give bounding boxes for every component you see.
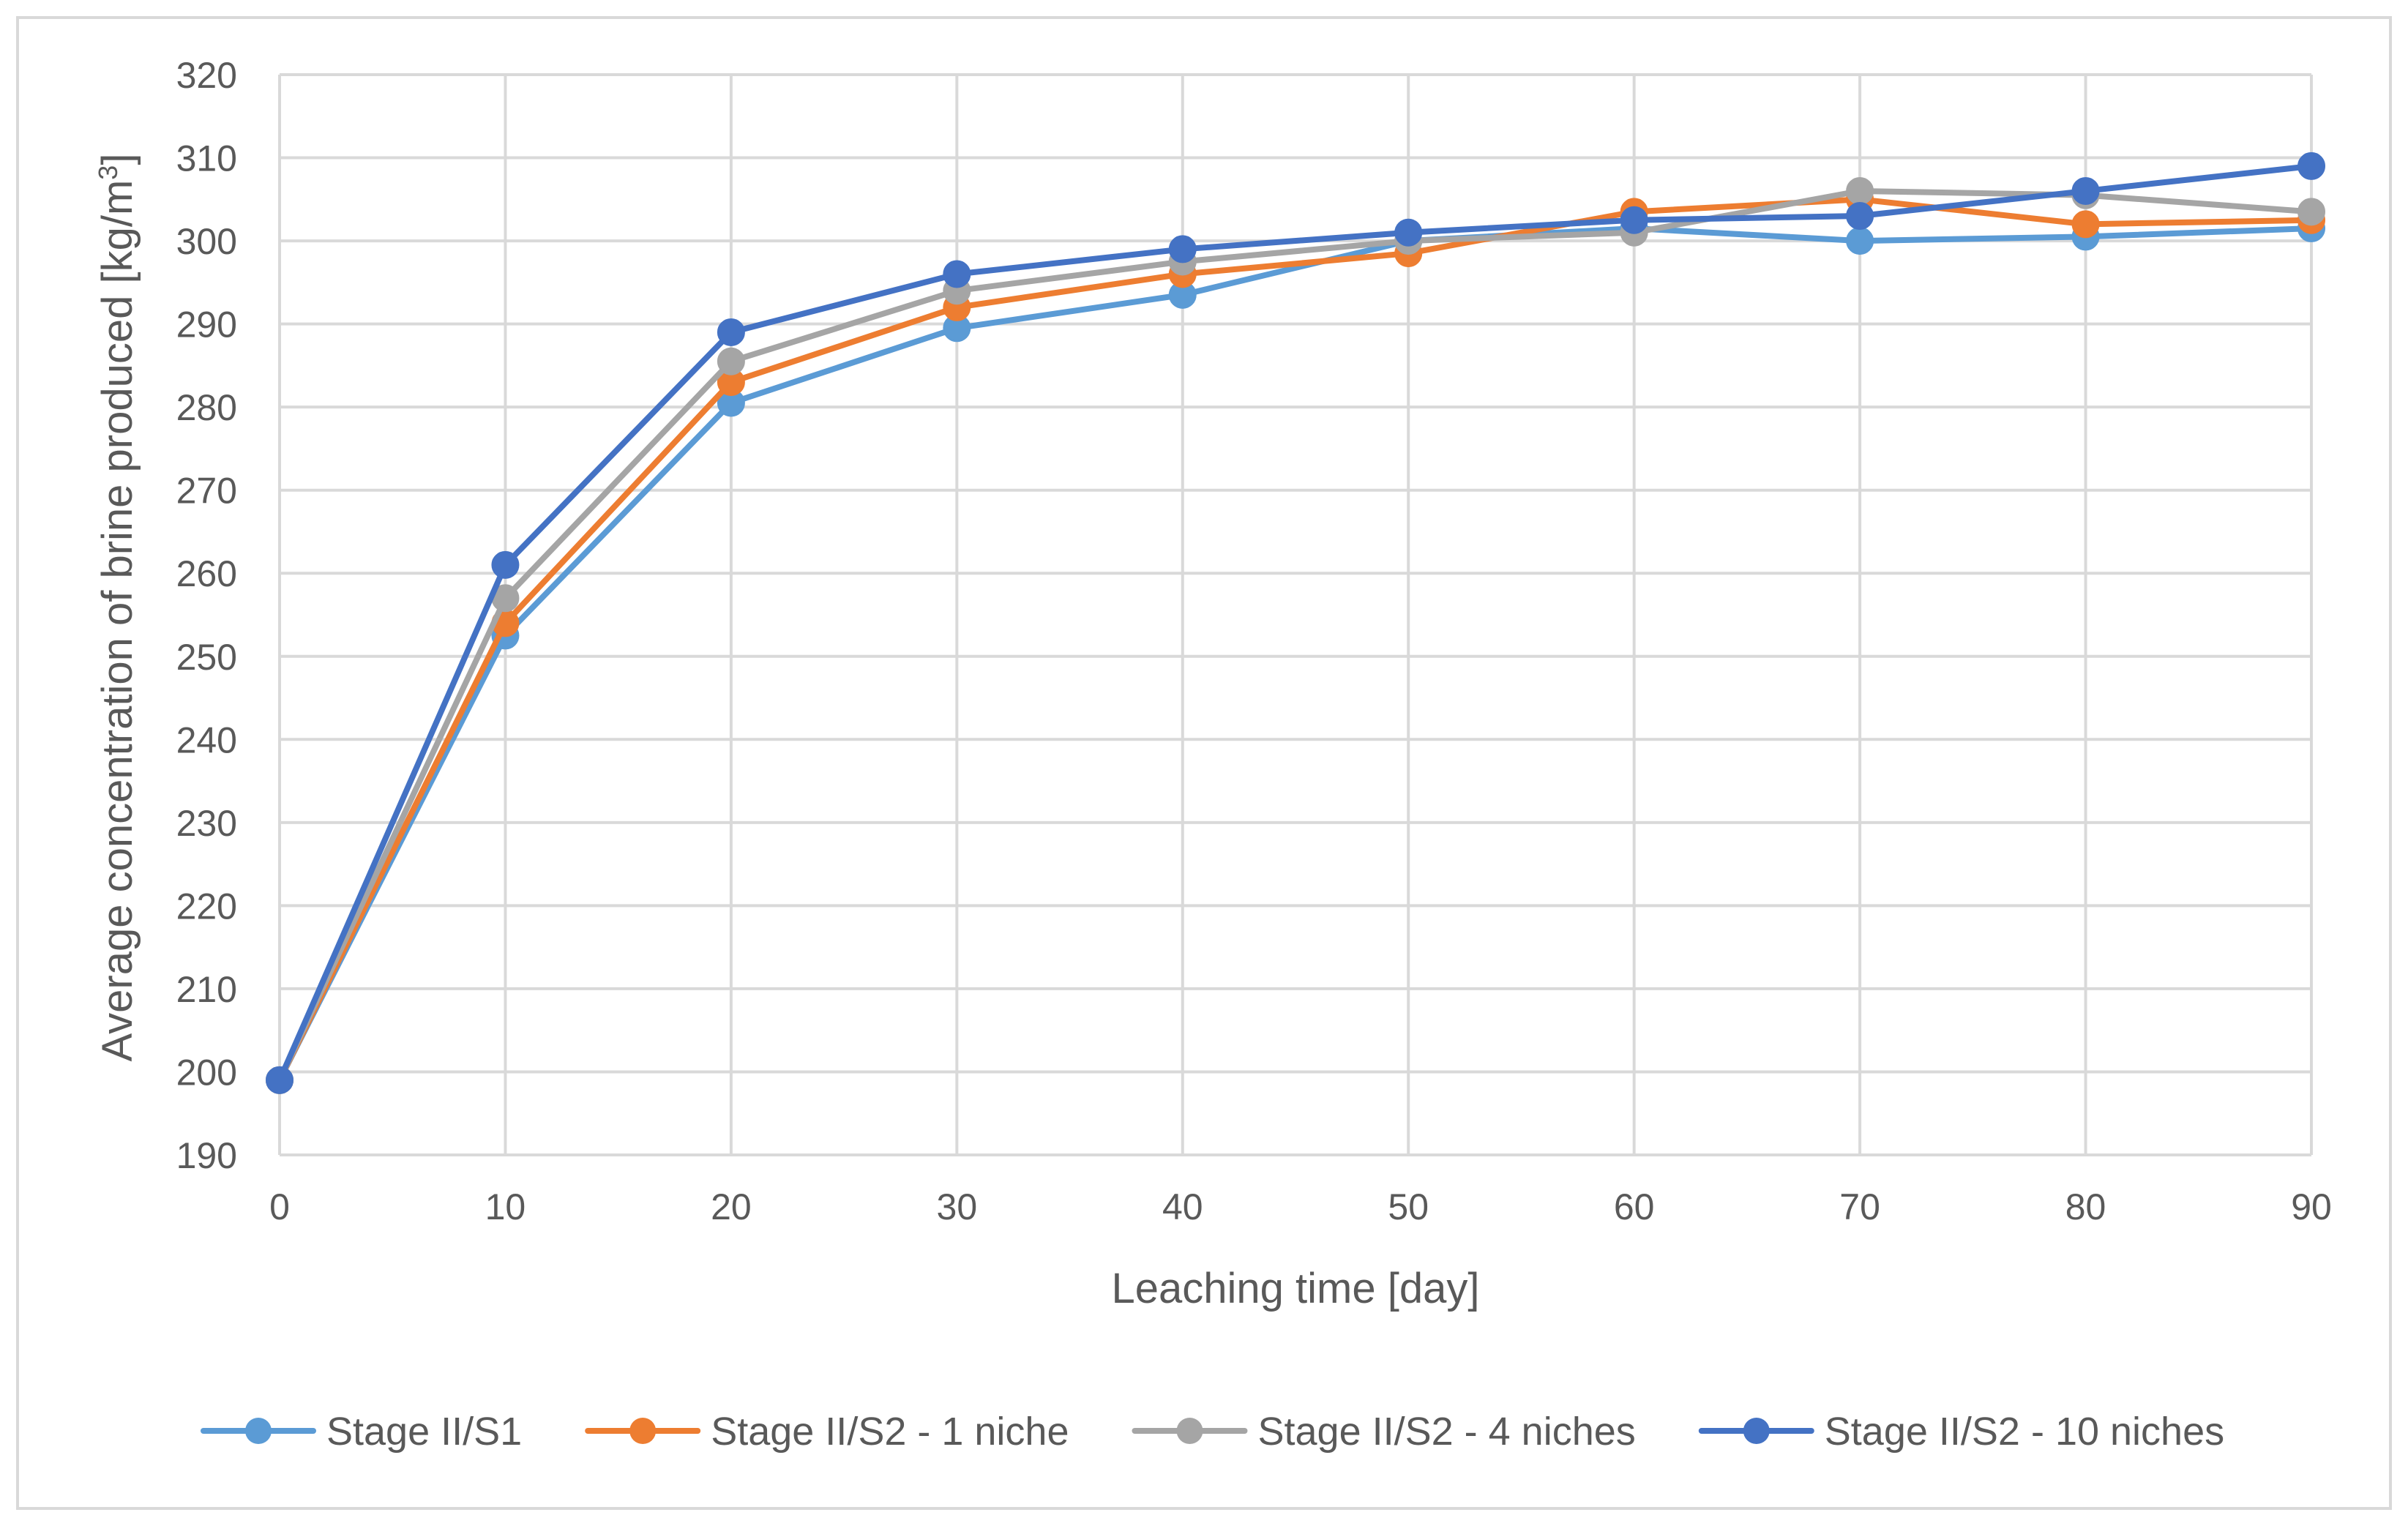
data-point <box>2071 176 2100 205</box>
legend-item: Stage II/S2 - 4 niches <box>1132 1410 1636 1454</box>
series-line <box>277 225 2314 1083</box>
x-tick-label: 40 <box>1162 1186 1203 1227</box>
chart-border <box>16 16 2392 1510</box>
x-tick-label: 80 <box>2065 1186 2106 1227</box>
series-line <box>277 162 2314 1083</box>
legend-label: Stage II/S2 - 4 niches <box>1257 1410 1635 1454</box>
y-tick-label: 210 <box>176 969 237 1010</box>
data-point <box>717 318 745 346</box>
y-tick-label: 260 <box>176 553 237 594</box>
legend-label: Stage II/S2 - 10 niches <box>1825 1410 2224 1454</box>
x-axis-title: Leaching time [day] <box>1112 1265 1480 1312</box>
data-point <box>1620 206 1648 234</box>
legend-marker <box>245 1418 272 1444</box>
legend-marker <box>629 1418 657 1444</box>
y-tick-label: 230 <box>176 803 237 844</box>
x-tick-label: 50 <box>1388 1186 1429 1227</box>
legend-marker <box>1176 1418 1203 1444</box>
y-axis-title: Average concentration of brine produced … <box>93 154 141 1062</box>
data-point <box>943 260 971 288</box>
data-point <box>1846 202 1874 231</box>
legend-label: Stage II/S2 - 1 niche <box>711 1410 1069 1454</box>
series-line <box>277 196 2314 1083</box>
x-tick-label: 10 <box>485 1186 526 1227</box>
legend-item: Stage II/S1 <box>201 1410 522 1454</box>
y-axis-title-main: Average concentration of brine produced … <box>94 180 141 1062</box>
tick-labels: 1902002102202302402502602702802903003103… <box>176 55 2332 1227</box>
y-tick-label: 290 <box>176 304 237 345</box>
y-axis-title-suffix: ] <box>94 154 141 165</box>
x-tick-label: 70 <box>1839 1186 1880 1227</box>
y-tick-label: 200 <box>176 1052 237 1093</box>
legend-item: Stage II/S2 - 10 niches <box>1698 1410 2224 1454</box>
y-tick-label: 240 <box>176 719 237 760</box>
data-point <box>266 1066 293 1094</box>
y-axis-title-superscript: 3 <box>93 165 123 180</box>
y-tick-label: 320 <box>176 55 237 96</box>
x-tick-label: 30 <box>937 1186 978 1227</box>
data-point <box>717 347 745 375</box>
data-point <box>1168 235 1197 263</box>
x-tick-label: 0 <box>269 1186 290 1227</box>
y-tick-label: 190 <box>176 1135 237 1176</box>
data-point <box>491 550 520 579</box>
y-tick-label: 280 <box>176 387 237 428</box>
y-tick-label: 300 <box>176 221 237 262</box>
x-tick-label: 60 <box>1614 1186 1655 1227</box>
x-tick-label: 20 <box>711 1186 752 1227</box>
y-tick-label: 220 <box>176 886 237 927</box>
x-tick-label: 90 <box>2291 1186 2332 1227</box>
data-point <box>1394 218 1423 247</box>
legend-marker <box>1743 1418 1770 1444</box>
y-tick-label: 270 <box>176 471 237 512</box>
data-point <box>2297 198 2325 226</box>
data-point <box>1846 176 1874 205</box>
data-point <box>2297 152 2325 180</box>
series-line <box>277 187 2314 1083</box>
series-lines <box>266 152 2325 1094</box>
legend-label: Stage II/S1 <box>326 1410 522 1454</box>
y-tick-label: 310 <box>176 138 237 179</box>
y-tick-label: 250 <box>176 637 237 678</box>
gridlines <box>278 73 2313 1156</box>
data-point <box>2071 210 2100 239</box>
legend: Stage II/S1 Stage II/S2 - 1 niche Stage II… <box>201 1410 2224 1454</box>
data-point <box>1846 227 1874 255</box>
series-4 <box>266 152 2325 1094</box>
legend-item: Stage II/S2 - 1 niche <box>585 1410 1069 1454</box>
